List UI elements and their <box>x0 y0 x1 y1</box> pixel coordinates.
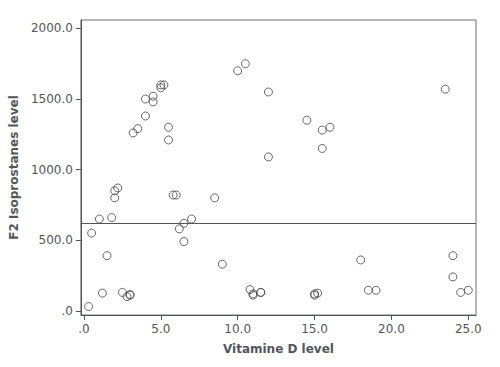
svg-text:10.0: 10.0 <box>224 322 251 336</box>
svg-text:500.0: 500.0 <box>39 233 73 247</box>
svg-text:15.0: 15.0 <box>301 322 328 336</box>
svg-text:.0: .0 <box>78 322 89 336</box>
svg-text:20.0: 20.0 <box>378 322 405 336</box>
svg-text:2000.0: 2000.0 <box>31 21 73 35</box>
svg-text:1000.0: 1000.0 <box>31 163 73 177</box>
svg-text:1500.0: 1500.0 <box>31 92 73 106</box>
svg-text:5.0: 5.0 <box>151 322 170 336</box>
svg-text:F2 Isoprostanes level: F2 Isoprostanes level <box>7 95 21 240</box>
svg-text:Vitamine D level: Vitamine D level <box>223 342 334 356</box>
svg-text:25.0: 25.0 <box>455 322 482 336</box>
svg-text:.0: .0 <box>61 304 72 318</box>
